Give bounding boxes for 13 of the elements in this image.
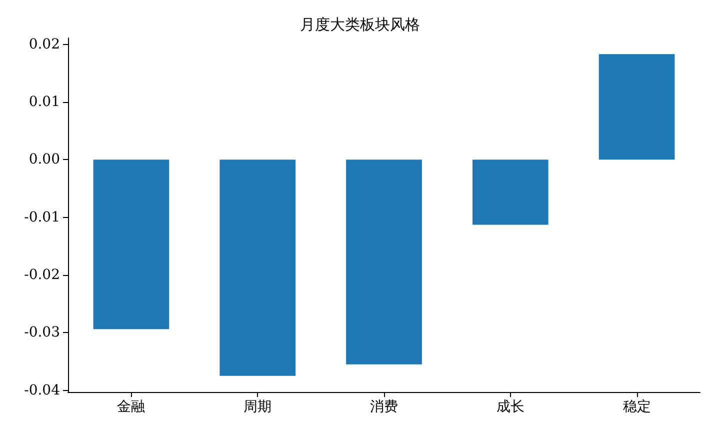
y-tick-label: -0.03 [24,324,60,341]
y-tick-label: 0.00 [28,152,60,168]
y-tick-label: -0.01 [24,209,60,226]
x-tick-label: 稳定 [622,399,651,415]
chart-title: 月度大类板块风格 [300,16,420,34]
y-tick-label: -0.04 [24,382,60,398]
x-tick-label: 金融 [117,399,146,415]
y-tick-label: -0.02 [24,266,60,283]
y-tick-label: 0.02 [28,36,60,52]
x-tick-label: 消费 [370,399,398,415]
x-tick-label: 周期 [244,399,272,415]
y-tick-label: 0.01 [28,94,60,110]
x-tick-label: 成长 [496,399,524,415]
